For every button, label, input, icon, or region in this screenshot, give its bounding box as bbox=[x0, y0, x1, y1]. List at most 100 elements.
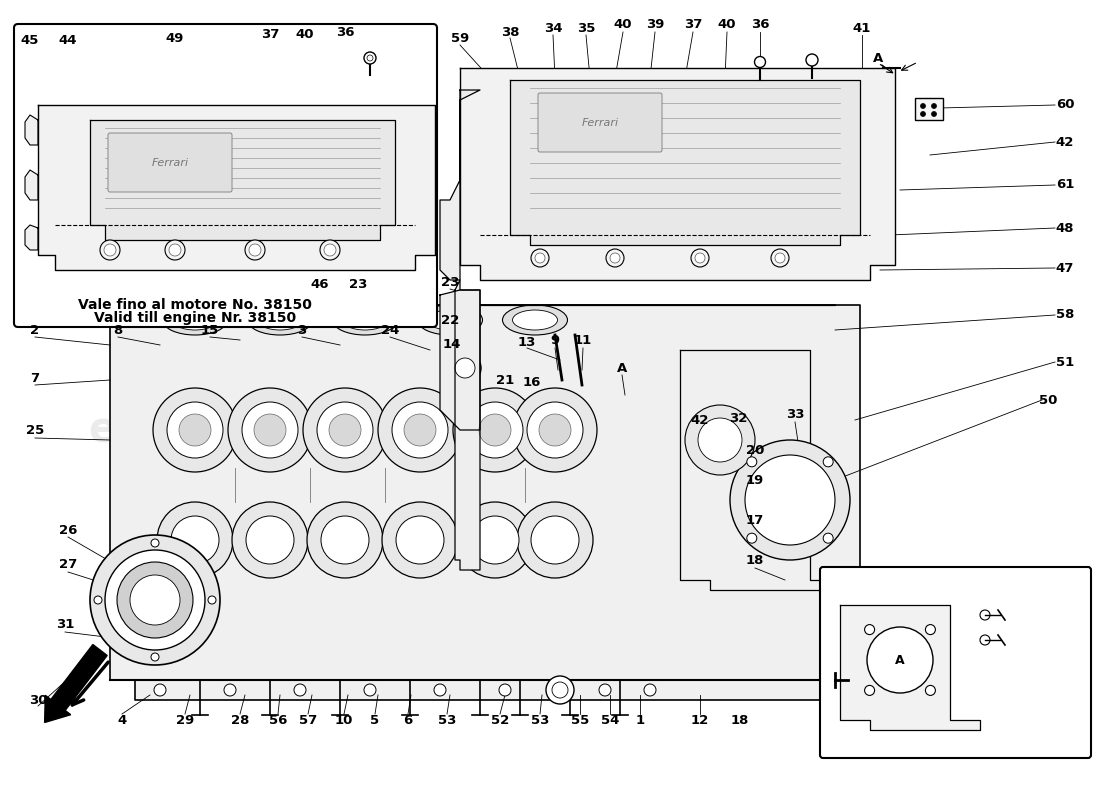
Text: A: A bbox=[873, 51, 883, 65]
Text: 11: 11 bbox=[574, 334, 592, 346]
Circle shape bbox=[468, 402, 522, 458]
Circle shape bbox=[324, 244, 336, 256]
Text: 4: 4 bbox=[118, 714, 127, 726]
Text: 30: 30 bbox=[29, 694, 47, 706]
Text: 42: 42 bbox=[1056, 135, 1075, 149]
Text: Vale fino al motore No. 38321: Vale fino al motore No. 38321 bbox=[818, 733, 1005, 743]
Text: 36: 36 bbox=[750, 18, 769, 31]
Ellipse shape bbox=[513, 310, 558, 330]
Text: 41: 41 bbox=[852, 22, 871, 34]
Circle shape bbox=[455, 358, 475, 378]
Circle shape bbox=[606, 249, 624, 267]
Text: 48: 48 bbox=[981, 722, 999, 734]
FancyBboxPatch shape bbox=[14, 24, 437, 327]
Text: 43: 43 bbox=[869, 571, 888, 585]
Text: 52: 52 bbox=[491, 714, 509, 726]
Circle shape bbox=[531, 516, 579, 564]
Circle shape bbox=[94, 596, 102, 604]
Text: A: A bbox=[617, 362, 627, 374]
Text: 40: 40 bbox=[296, 29, 315, 42]
Text: 23: 23 bbox=[441, 275, 459, 289]
Circle shape bbox=[980, 610, 990, 620]
Circle shape bbox=[499, 684, 512, 696]
Bar bbox=[915, 98, 943, 120]
Text: 33: 33 bbox=[785, 409, 804, 422]
Circle shape bbox=[90, 535, 220, 665]
FancyBboxPatch shape bbox=[820, 567, 1091, 758]
Circle shape bbox=[157, 502, 233, 578]
Text: 36: 36 bbox=[336, 26, 354, 38]
Text: 44: 44 bbox=[58, 34, 77, 46]
Text: 19: 19 bbox=[746, 474, 764, 486]
Circle shape bbox=[117, 562, 192, 638]
Circle shape bbox=[169, 244, 182, 256]
Polygon shape bbox=[39, 105, 434, 270]
Circle shape bbox=[747, 533, 757, 543]
Text: 17: 17 bbox=[746, 514, 764, 526]
Circle shape bbox=[170, 516, 219, 564]
Text: 5: 5 bbox=[371, 714, 380, 726]
Text: A: A bbox=[895, 654, 905, 666]
Text: Ferrari: Ferrari bbox=[152, 158, 188, 168]
Circle shape bbox=[392, 402, 448, 458]
Ellipse shape bbox=[428, 310, 473, 330]
Circle shape bbox=[434, 684, 446, 696]
Circle shape bbox=[554, 684, 566, 696]
Text: 22: 22 bbox=[441, 314, 459, 326]
Polygon shape bbox=[840, 605, 980, 730]
Circle shape bbox=[980, 635, 990, 645]
Circle shape bbox=[245, 240, 265, 260]
Text: 39: 39 bbox=[646, 18, 664, 31]
Circle shape bbox=[771, 249, 789, 267]
Circle shape bbox=[228, 388, 312, 472]
Circle shape bbox=[755, 57, 766, 67]
Polygon shape bbox=[25, 170, 39, 200]
Circle shape bbox=[130, 575, 180, 625]
Text: 27: 27 bbox=[59, 558, 77, 571]
Circle shape bbox=[823, 457, 833, 467]
Text: 58: 58 bbox=[1056, 309, 1075, 322]
Text: 48: 48 bbox=[1056, 222, 1075, 234]
Text: 32: 32 bbox=[729, 411, 747, 425]
Text: 16: 16 bbox=[522, 375, 541, 389]
Circle shape bbox=[317, 402, 373, 458]
Circle shape bbox=[321, 516, 368, 564]
Text: 42: 42 bbox=[839, 574, 857, 586]
Text: 11: 11 bbox=[830, 711, 849, 725]
Bar bbox=[266, 280, 278, 292]
Circle shape bbox=[320, 240, 340, 260]
Ellipse shape bbox=[418, 305, 483, 335]
Text: 31: 31 bbox=[56, 618, 74, 631]
Circle shape bbox=[254, 414, 286, 446]
Circle shape bbox=[151, 539, 160, 547]
Circle shape bbox=[471, 516, 519, 564]
Ellipse shape bbox=[248, 305, 312, 335]
Text: 50: 50 bbox=[1038, 394, 1057, 406]
Circle shape bbox=[698, 418, 742, 462]
Polygon shape bbox=[455, 280, 480, 570]
Circle shape bbox=[153, 388, 236, 472]
Text: 57: 57 bbox=[299, 714, 317, 726]
Text: 40: 40 bbox=[717, 18, 736, 31]
Polygon shape bbox=[25, 115, 39, 145]
Bar bbox=[336, 280, 348, 292]
Text: 14: 14 bbox=[443, 338, 461, 351]
Circle shape bbox=[527, 402, 583, 458]
Text: eurospares: eurospares bbox=[488, 409, 751, 451]
Text: Vale fino al motore No. 38150: Vale fino al motore No. 38150 bbox=[78, 298, 312, 312]
Text: 29: 29 bbox=[176, 714, 194, 726]
Circle shape bbox=[449, 352, 481, 384]
Polygon shape bbox=[680, 350, 840, 590]
Polygon shape bbox=[440, 90, 480, 280]
Text: 28: 28 bbox=[231, 714, 250, 726]
FancyBboxPatch shape bbox=[108, 133, 232, 192]
Circle shape bbox=[531, 249, 549, 267]
Circle shape bbox=[685, 405, 755, 475]
Circle shape bbox=[747, 457, 757, 467]
Text: 61: 61 bbox=[1056, 178, 1075, 191]
Text: 37: 37 bbox=[684, 18, 702, 31]
Circle shape bbox=[179, 414, 211, 446]
Circle shape bbox=[294, 684, 306, 696]
Bar bbox=[406, 280, 418, 292]
Text: 49: 49 bbox=[166, 31, 184, 45]
